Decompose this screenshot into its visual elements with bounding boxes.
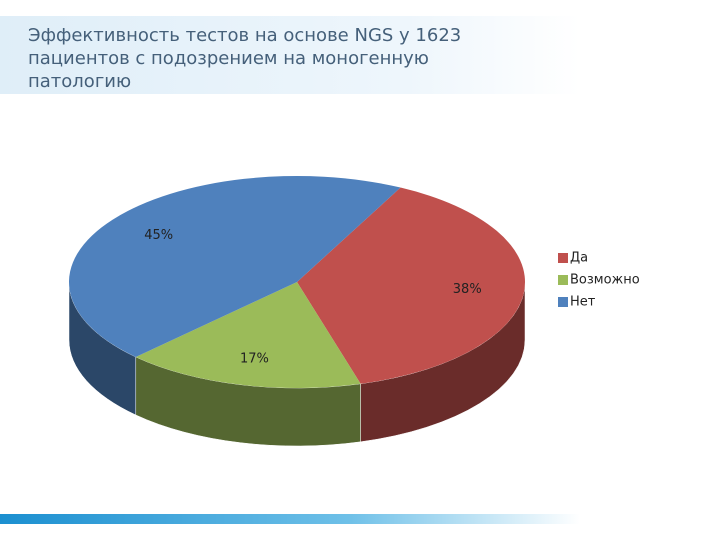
data-label: 45%	[144, 228, 173, 243]
legend-label: Возможно	[570, 273, 640, 288]
header-band	[0, 16, 580, 94]
legend-swatch	[558, 253, 568, 263]
chart-title: Эффективность тестов на основе NGS у 162…	[28, 25, 462, 92]
legend-label: Нет	[570, 295, 596, 310]
legend-label: Да	[570, 251, 588, 266]
legend-swatch	[558, 275, 568, 285]
footer-band	[0, 514, 580, 524]
legend-swatch	[558, 297, 568, 307]
data-label: 17%	[240, 352, 269, 367]
data-label: 38%	[453, 282, 482, 297]
pie-slice	[69, 176, 401, 357]
pie-slice	[297, 187, 526, 384]
pie-slice	[135, 282, 361, 389]
